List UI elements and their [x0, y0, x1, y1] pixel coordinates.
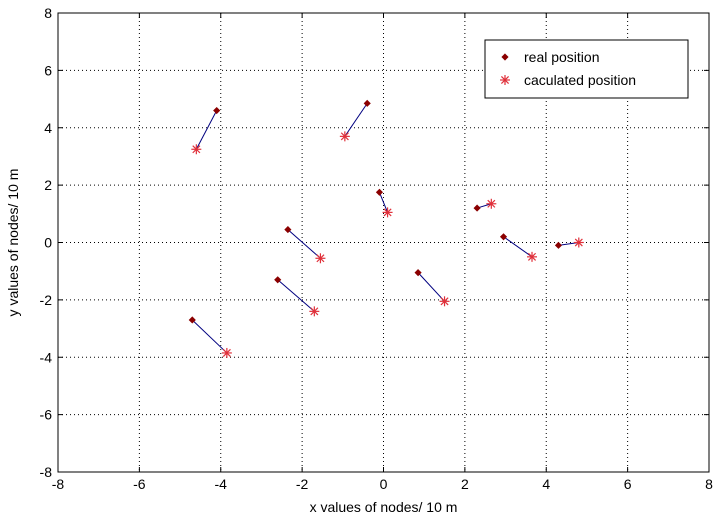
real-position-point	[499, 233, 508, 241]
y-tick-label: -2	[40, 292, 53, 308]
legend-label: real position	[524, 49, 600, 65]
axis-ticks: -8 -6 -4 -2 0 2 4 6 8 -8 -6 -4 -2 0 2 4 6 8	[40, 5, 714, 492]
x-tick-label: 0	[380, 476, 388, 492]
y-tick-label: -6	[40, 407, 53, 423]
connector-line	[287, 229, 321, 259]
x-tick-label: -4	[215, 476, 228, 492]
real-position-point	[284, 226, 292, 234]
connector-line	[344, 103, 368, 137]
calculated-position-point	[439, 296, 450, 307]
y-tick-label: -8	[40, 464, 53, 480]
x-tick-label: 8	[705, 476, 713, 492]
connector-line	[195, 110, 218, 150]
connector-line	[417, 272, 445, 302]
x-axis-label: x values of nodes/ 10 m	[310, 499, 458, 515]
real-position-point	[375, 188, 383, 196]
real-position-point	[414, 269, 422, 277]
calculated-position-point	[309, 306, 320, 317]
x-tick-label: -8	[52, 476, 65, 492]
calculated-position-point	[191, 144, 202, 155]
real-position-point	[274, 276, 282, 284]
real-position-point	[188, 316, 196, 324]
x-tick-label: 4	[542, 476, 550, 492]
real-position-point	[363, 99, 371, 107]
y-tick-label: 4	[44, 120, 52, 136]
legend-label: caculated position	[524, 72, 636, 88]
x-tick-label: -2	[296, 476, 309, 492]
calculated-position-point	[339, 131, 350, 142]
calculated-position-point	[527, 251, 538, 262]
connector-line	[191, 319, 228, 354]
real-position-point	[473, 204, 481, 212]
connector-line	[503, 236, 533, 258]
x-tick-label: -6	[133, 476, 146, 492]
real-position-point	[554, 241, 563, 249]
calculated-position-point	[573, 237, 584, 248]
real-position-point	[213, 106, 221, 115]
legend: real position caculated position	[484, 39, 689, 99]
calculated-position-point	[221, 347, 232, 358]
x-tick-label: 2	[461, 476, 469, 492]
y-tick-label: -4	[40, 349, 53, 365]
calculated-position-point	[315, 253, 326, 264]
legend-marker-caculated-position	[500, 75, 510, 85]
legend-marker-real-position	[501, 53, 509, 61]
connector-line	[378, 192, 389, 213]
calculated-position-point	[486, 198, 497, 209]
x-tick-label: 6	[624, 476, 632, 492]
y-tick-label: 8	[44, 5, 52, 21]
connector-lines	[191, 103, 579, 354]
y-tick-label: 0	[44, 235, 52, 251]
legend-box	[484, 39, 689, 99]
connector-line	[277, 279, 315, 312]
markers	[188, 99, 584, 358]
y-tick-label: 6	[44, 62, 52, 78]
calculated-position-point	[382, 207, 393, 218]
y-tick-label: 2	[44, 177, 52, 193]
y-axis-label: y values of nodes/ 10 m	[5, 169, 21, 317]
